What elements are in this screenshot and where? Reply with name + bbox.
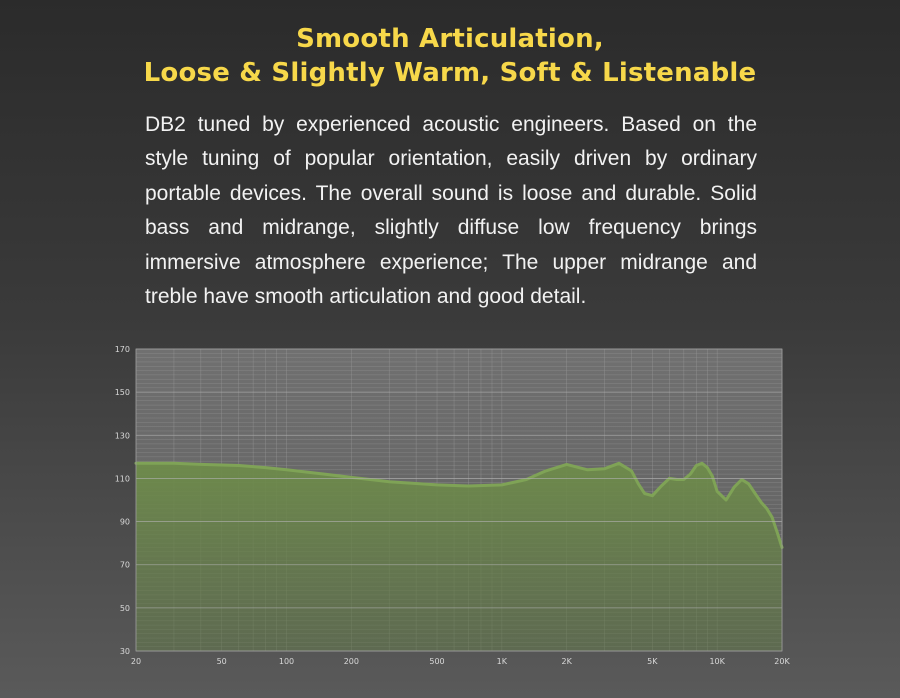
y-tick-label: 50 (120, 604, 130, 613)
x-tick-label: 2K (561, 657, 572, 666)
x-tick-label: 20K (774, 657, 790, 666)
axis-tick-labels: 30 50 70 90 110 130 150 170 20 50 100 200 500 1K 2K 5K 1… (115, 345, 791, 666)
x-tick-label: 100 (279, 657, 294, 666)
curve-group (134, 461, 784, 651)
x-tick-label: 5K (647, 657, 658, 666)
x-tick-label: 50 (217, 657, 227, 666)
x-tick-label: 20 (131, 657, 141, 666)
x-tick-label: 1K (497, 657, 508, 666)
title-line-1: Smooth Articulation, (296, 24, 604, 54)
y-tick-label: 150 (115, 388, 130, 397)
y-tick-label: 170 (115, 345, 130, 354)
y-tick-label: 110 (115, 474, 130, 483)
y-tick-label: 130 (115, 431, 130, 440)
y-tick-label: 70 (120, 561, 130, 570)
x-tick-label: 200 (344, 657, 359, 666)
response-area (136, 463, 782, 651)
y-tick-label: 90 (120, 518, 130, 527)
x-tick-label: 10K (709, 657, 725, 666)
y-tick-label: 30 (120, 647, 130, 656)
x-tick-label: 500 (429, 657, 444, 666)
description-text: DB2 tuned by experienced acoustic engine… (145, 113, 757, 309)
plot-border (135, 348, 783, 652)
grid-major-lines (135, 348, 783, 652)
title-line-2: Loose & Slightly Warm, Soft & Listenable (143, 58, 757, 88)
response-line (134, 461, 784, 549)
page-title: Smooth Articulation, Loose & Slightly Wa… (0, 22, 900, 90)
